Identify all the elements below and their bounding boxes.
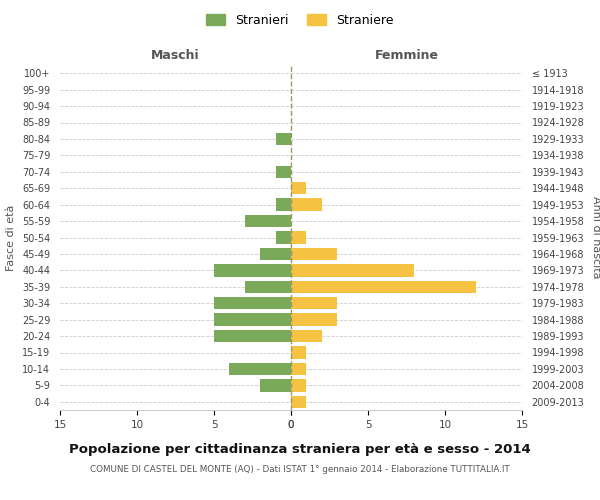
Bar: [291, 346, 307, 358]
Text: COMUNE DI CASTEL DEL MONTE (AQ) - Dati ISTAT 1° gennaio 2014 - Elaborazione TUTT: COMUNE DI CASTEL DEL MONTE (AQ) - Dati I…: [90, 465, 510, 474]
Bar: [291, 297, 337, 310]
Text: Popolazione per cittadinanza straniera per età e sesso - 2014: Popolazione per cittadinanza straniera p…: [69, 442, 531, 456]
Bar: [275, 166, 291, 178]
Bar: [291, 314, 337, 326]
X-axis label: Maschi: Maschi: [151, 50, 200, 62]
Bar: [214, 330, 291, 342]
Y-axis label: Fasce di età: Fasce di età: [7, 204, 16, 270]
Legend: Stranieri, Straniere: Stranieri, Straniere: [202, 8, 398, 32]
Bar: [214, 264, 291, 276]
Bar: [245, 215, 291, 227]
Bar: [260, 379, 291, 392]
Bar: [260, 248, 291, 260]
Bar: [291, 280, 476, 293]
Bar: [214, 314, 291, 326]
Y-axis label: Anni di nascita: Anni di nascita: [591, 196, 600, 279]
Bar: [291, 248, 337, 260]
Bar: [291, 198, 322, 211]
Bar: [214, 297, 291, 310]
Bar: [291, 396, 307, 408]
Bar: [291, 379, 307, 392]
X-axis label: Femmine: Femmine: [374, 50, 439, 62]
Bar: [291, 232, 307, 243]
Bar: [291, 182, 307, 194]
Bar: [291, 330, 322, 342]
Bar: [229, 363, 291, 375]
Bar: [245, 280, 291, 293]
Bar: [275, 133, 291, 145]
Bar: [291, 363, 307, 375]
Bar: [275, 232, 291, 243]
Bar: [291, 264, 414, 276]
Bar: [275, 198, 291, 211]
